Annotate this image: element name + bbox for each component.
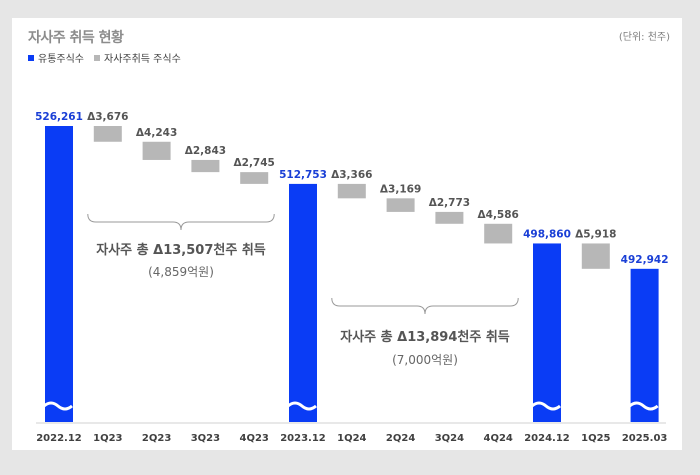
axis-break-mark — [628, 401, 659, 411]
data-label-total: 512,753 — [279, 169, 327, 181]
bar-total-2025.03 — [630, 268, 659, 422]
x-tick-label: 2Q24 — [386, 433, 415, 444]
x-tick-label: 1Q25 — [581, 433, 610, 444]
x-tick-label: 4Q23 — [240, 433, 269, 444]
data-label-delta: Δ2,843 — [185, 145, 226, 157]
bar-total-2023.12 — [289, 183, 317, 422]
legend-label-total: 유통주식수 — [38, 54, 84, 65]
legend-label-delta: 자사주취득 주식수 — [104, 54, 181, 65]
bar-total-2024.12 — [533, 243, 561, 422]
bar-delta-3Q24 — [435, 211, 464, 224]
data-label-delta: Δ2,773 — [429, 197, 470, 209]
data-label-total: 498,860 — [523, 228, 571, 240]
annotation-brace — [331, 297, 519, 315]
bar-delta-1Q25 — [581, 243, 610, 269]
unit-label: (단위: 천주) — [618, 32, 670, 43]
legend-swatch-delta — [94, 54, 100, 61]
data-label-delta: Δ3,169 — [380, 183, 421, 195]
x-tick-label: 2022.12 — [36, 433, 82, 444]
bar-total-2022.12 — [45, 126, 73, 422]
data-label-delta: Δ5,918 — [575, 228, 616, 240]
legend-item-delta: 자사주취득 주식수 — [94, 50, 181, 65]
bar-delta-4Q23 — [240, 172, 269, 184]
annotation-title: 자사주 총 Δ13,507천주 취득 — [96, 242, 266, 258]
bar-delta-2Q23 — [142, 141, 171, 160]
axis-break-mark — [43, 401, 73, 411]
legend-swatch-total — [28, 54, 34, 61]
annotation-brace — [87, 213, 275, 231]
bar-delta-4Q24 — [484, 223, 513, 244]
data-label-delta: Δ2,745 — [234, 157, 275, 169]
data-label-delta: Δ3,366 — [331, 169, 372, 181]
data-label-delta: Δ4,243 — [136, 127, 177, 139]
data-label-total: 526,261 — [35, 111, 83, 123]
bar-delta-2Q24 — [386, 198, 415, 212]
x-tick-label: 2025.03 — [622, 433, 668, 444]
x-tick-label: 3Q23 — [191, 433, 220, 444]
chart-title: 자사주 취득 현황 — [28, 30, 124, 46]
annotation-subtitle: (7,000억원) — [392, 353, 458, 367]
data-label-total: 492,942 — [621, 254, 669, 266]
legend-item-total: 유통주식수 — [28, 50, 84, 65]
bar-delta-1Q24 — [337, 183, 366, 199]
x-tick-label: 4Q24 — [484, 433, 513, 444]
x-tick-label: 2024.12 — [524, 433, 570, 444]
axis-break-mark — [287, 401, 317, 411]
annotation-title: 자사주 총 Δ13,894천주 취득 — [340, 329, 510, 345]
bar-delta-1Q23 — [93, 126, 122, 142]
chart-panel — [12, 18, 682, 450]
x-tick-label: 2023.12 — [280, 433, 326, 444]
annotation-subtitle: (4,859억원) — [148, 265, 214, 279]
legend: 유통주식수 자사주취득 주식수 — [28, 50, 191, 65]
x-tick-label: 2Q23 — [142, 433, 171, 444]
data-label-delta: Δ4,586 — [478, 209, 519, 221]
x-tick-label: 1Q23 — [93, 433, 122, 444]
bar-delta-3Q23 — [191, 159, 220, 173]
x-tick-label: 3Q24 — [435, 433, 464, 444]
x-tick-label: 1Q24 — [337, 433, 366, 444]
data-label-delta: Δ3,676 — [87, 111, 128, 123]
axis-break-mark — [531, 401, 561, 411]
